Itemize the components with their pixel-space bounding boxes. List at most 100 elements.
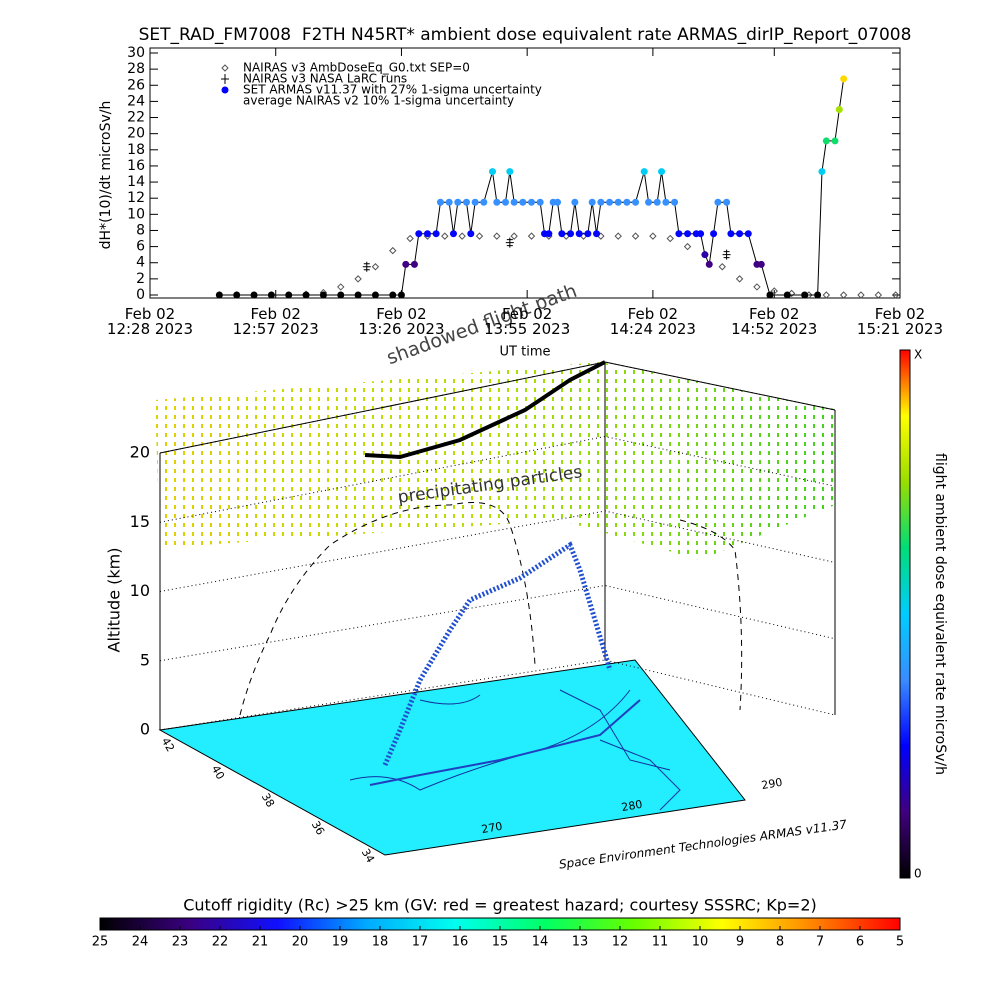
colorbar-tick-label: 10 (692, 935, 709, 950)
armas-point (757, 260, 765, 268)
model-point (614, 232, 622, 240)
lat-tick-label: 34 (359, 846, 377, 865)
colorbar-tick-label: 11 (652, 935, 669, 950)
legend-label: NAIRAS v3 NASA LaRC runs (243, 72, 407, 86)
armas-point (658, 168, 666, 176)
z-tick-label: 15 (130, 512, 150, 531)
y-tick-label: 20 (127, 126, 145, 142)
armas-point (337, 291, 345, 299)
armas-point (653, 198, 661, 206)
model-point (649, 232, 657, 240)
z-grid-line (159, 584, 836, 662)
y-tick-label: 0 (136, 287, 145, 303)
x-tick-label: Feb 02 13:55 2023 (484, 305, 571, 338)
armas-point (723, 198, 731, 206)
model-point (631, 232, 640, 240)
y-tick-label: 28 (127, 61, 145, 77)
lon-tick-label: 270 (480, 820, 503, 836)
colorbar-tick-label: 17 (412, 935, 429, 950)
model-point (839, 291, 848, 299)
x-tick-label: Feb 02 15:21 2023 (856, 305, 944, 338)
armas-point (766, 291, 774, 299)
y-tick-label: 4 (136, 255, 145, 271)
model-point (475, 232, 484, 240)
colorbar-tick-label: 9 (736, 935, 744, 950)
colorbar-title: Cutoff rigidity (Rc) >25 km (GV: red = g… (183, 896, 817, 915)
armas-point (215, 291, 223, 299)
x-axis-label: UT time (500, 345, 551, 360)
z-grid-line (159, 659, 836, 731)
armas-point (814, 291, 822, 299)
model-point (683, 242, 692, 251)
armas-point (705, 260, 713, 268)
armas-point (302, 291, 310, 299)
ground-map (158, 659, 746, 856)
armas-point (449, 230, 457, 238)
coastline (349, 689, 681, 811)
flight-path (382, 541, 613, 766)
colorbar-tick-label: 22 (212, 935, 229, 950)
colorbar-top-label: X (914, 348, 922, 362)
armas-point (675, 230, 683, 238)
colorbar-tick-label: 20 (292, 935, 309, 950)
armas-point (436, 198, 444, 206)
model-point (354, 275, 362, 283)
model-point (406, 234, 414, 243)
colorbar-tick-label: 15 (492, 935, 509, 950)
armas-point (684, 230, 692, 238)
z-axis-label: Altitude (km) (105, 548, 124, 653)
armas-point (606, 198, 614, 206)
model-point (857, 291, 865, 299)
z-tick-label: 5 (140, 650, 150, 669)
y-tick-label: 14 (127, 174, 145, 190)
armas-point (640, 168, 648, 176)
y-tick-label: 16 (127, 158, 145, 174)
colorbar-tick-label: 24 (132, 935, 149, 950)
colorbar-tick-label: 6 (856, 935, 864, 950)
armas-point (462, 198, 470, 206)
colorbar-tick-label: 21 (252, 935, 269, 950)
armas-point (285, 291, 293, 299)
armas-point (371, 291, 379, 299)
legend-marker (221, 64, 229, 72)
particle-field (155, 362, 840, 560)
armas-point (506, 168, 514, 176)
armas-point (480, 198, 488, 206)
armas-point (571, 198, 579, 206)
armas-point (736, 230, 744, 238)
lat-tick-label: 42 (159, 735, 177, 754)
y-tick-label: 8 (136, 222, 145, 238)
colorbar-tick-label: 12 (612, 935, 629, 950)
shadow-outline (239, 502, 743, 716)
chart-title: SET_RAD_FM7008 F2TH N45RT* ambient dose … (139, 25, 912, 45)
armas-point (584, 230, 592, 238)
model-point (891, 291, 900, 299)
x-tick-label: Feb 02 12:28 2023 (106, 305, 194, 338)
armas-point (558, 230, 566, 238)
larc-point (722, 249, 731, 260)
model-point (510, 232, 518, 240)
armas-point (501, 198, 509, 206)
armas-point (567, 230, 575, 238)
model-point (371, 263, 380, 271)
colorbar-tick-label: 7 (816, 935, 824, 950)
armas-point (528, 198, 536, 206)
x-tick-label: Feb 02 12:57 2023 (232, 305, 319, 338)
z-tick-label: 20 (130, 443, 150, 462)
legend-label: average NAIRAS v2 10% 1-sigma uncertaint… (243, 94, 514, 108)
colorbar-tick-label: 19 (332, 935, 349, 950)
credit: Space Environment Technologies ARMAS v11… (558, 817, 848, 871)
model-point (527, 232, 536, 240)
armas-point (488, 168, 496, 176)
armas-point (588, 198, 596, 206)
armas-point (701, 251, 709, 259)
model-point (389, 246, 397, 255)
armas-point (471, 198, 479, 206)
armas-point (402, 260, 410, 268)
y-tick-label: 18 (127, 142, 145, 158)
armas-point (710, 230, 718, 238)
lat-tick-label: 40 (209, 763, 227, 782)
colorbar-tick-label: 5 (896, 935, 904, 950)
armas-point (410, 260, 418, 268)
y-tick-label: 26 (127, 77, 145, 93)
